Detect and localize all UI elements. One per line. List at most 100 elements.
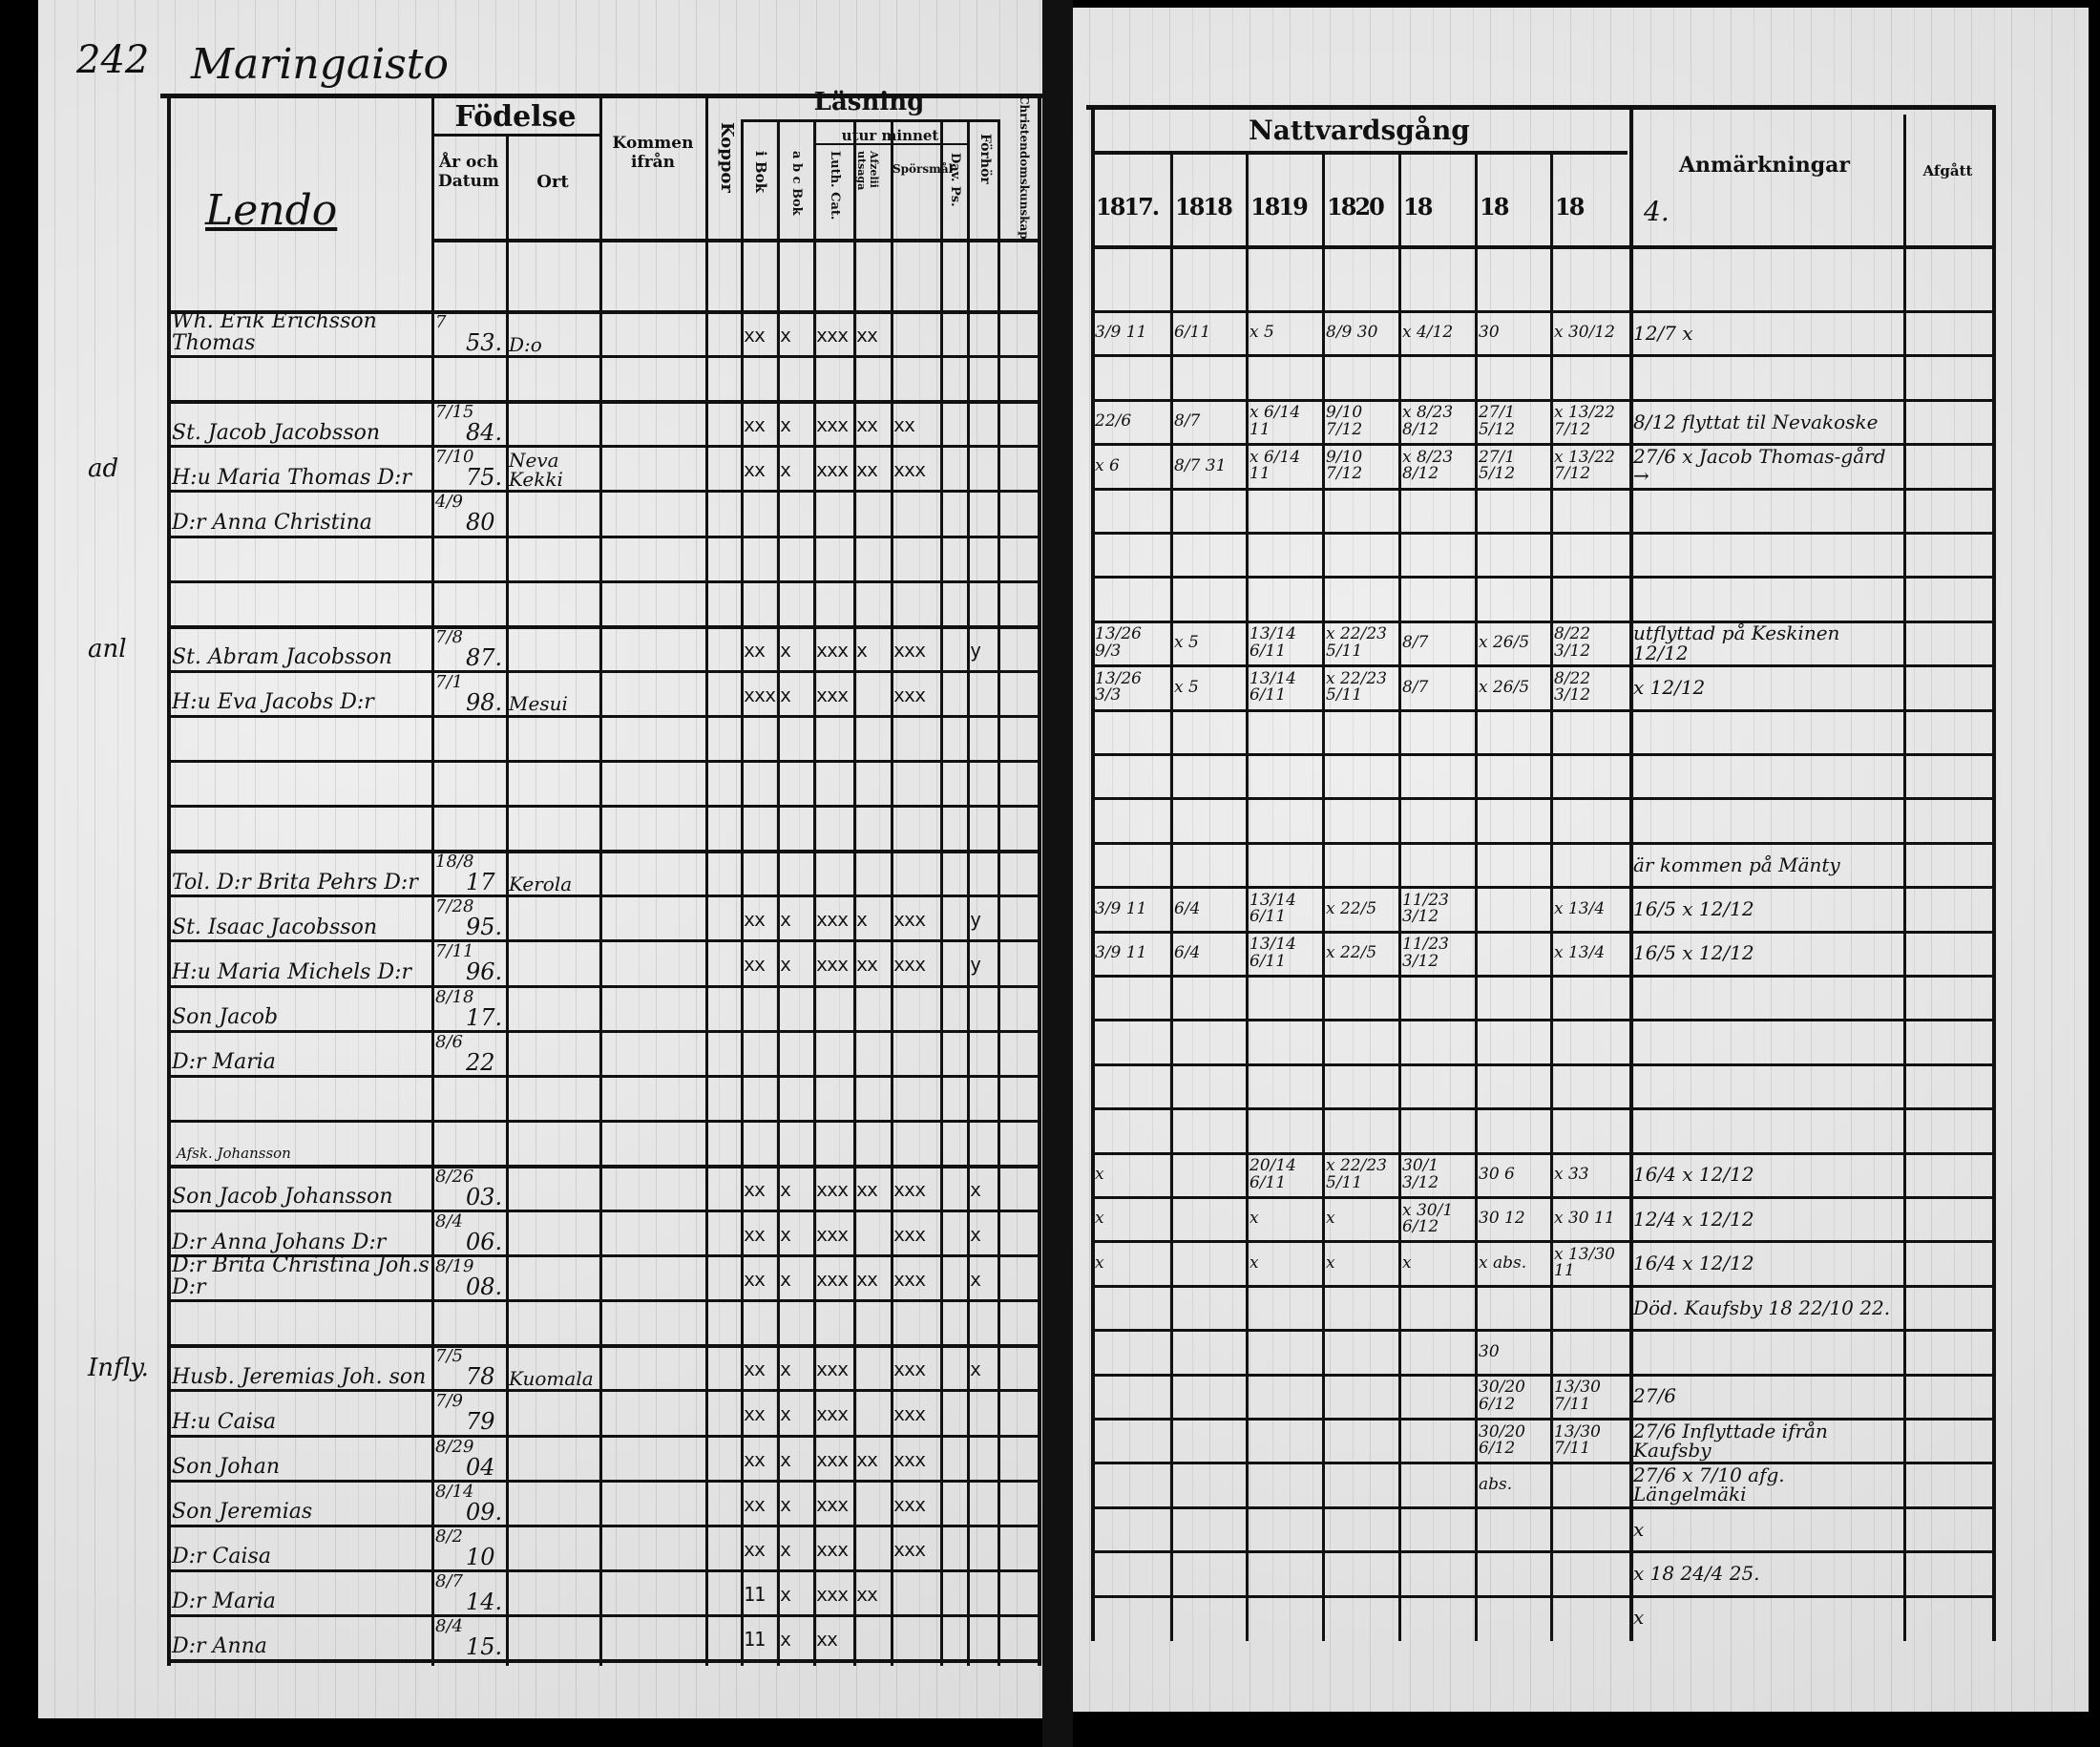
row-line	[1091, 487, 1992, 491]
communion-entry: 3/9 11	[1095, 898, 1147, 918]
reading-mark: xx	[744, 908, 766, 932]
person-name: Husb. Jeremias Joh. son	[172, 1364, 427, 1389]
column-line	[998, 119, 1000, 1666]
birth-year: 15.	[466, 1632, 503, 1660]
person-name: Tol. D:r Brita Pehrs D:r	[172, 870, 418, 895]
birth-date: 4/9	[435, 492, 463, 513]
remark-entry: x	[1633, 1606, 1645, 1630]
communion-entry: 30/20 6/12	[1479, 1378, 1525, 1414]
header-kunskap: Christendomskunskap	[1018, 95, 1031, 240]
page-number: 242	[76, 38, 150, 82]
communion-entry: 8/9 30	[1326, 323, 1378, 343]
person-name: D:r Anna Johans D:r	[172, 1230, 387, 1254]
communion-entry: 6/4	[1174, 898, 1201, 918]
reading-mark: xxx	[893, 683, 926, 706]
birth-place: D:o	[509, 332, 542, 356]
reading-mark: x	[780, 953, 791, 977]
book-gutter	[1042, 0, 1073, 1747]
remark-entry: är kommen på Mänty	[1633, 852, 1840, 876]
reading-mark: xx	[744, 1402, 766, 1426]
reading-mark: xx	[744, 1537, 766, 1561]
person-name: St. Abram Jacobsson	[172, 645, 392, 670]
row-line	[1091, 841, 1992, 845]
row-line	[1091, 1019, 1992, 1022]
communion-entry: 11/23 3/12	[1402, 890, 1449, 927]
birth-year: 03.	[466, 1183, 503, 1210]
communion-entry: 13/30 7/11	[1554, 1421, 1601, 1458]
communion-entry: x 30 11	[1554, 1209, 1615, 1229]
row-line	[167, 1254, 1038, 1258]
communion-entry: 22/6	[1095, 411, 1132, 431]
row-line	[167, 1074, 1038, 1078]
birth-date: 18/8	[435, 852, 474, 873]
row-line	[167, 1119, 1038, 1123]
row-line	[167, 1299, 1038, 1303]
fodelse-rule	[431, 134, 599, 137]
utur-minnet-rule	[813, 143, 967, 145]
communion-entry: x 5	[1174, 677, 1199, 697]
birth-year: 08.	[466, 1273, 503, 1301]
birth-date: 8/29	[435, 1436, 474, 1457]
reading-mark: xxx	[816, 953, 849, 977]
reading-mark: xx	[744, 324, 766, 347]
reading-mark: xxx	[893, 1177, 926, 1201]
reading-mark: x	[780, 1358, 791, 1381]
column-line	[1475, 151, 1478, 1641]
birth-date: 7/10	[435, 447, 474, 468]
header-forhor: Förhör	[977, 134, 993, 184]
reading-mark: xxx	[893, 1402, 926, 1426]
communion-entry: 8/7	[1174, 411, 1201, 431]
header-dav-ps: Dav. Ps.	[948, 153, 962, 207]
header-lasning: Läsning	[813, 88, 925, 116]
row-line	[1091, 1151, 1992, 1155]
birth-place: Kuomala	[509, 1366, 594, 1390]
person-name: D:r Maria	[172, 1589, 276, 1614]
communion-entry: 6/11	[1174, 323, 1211, 343]
birth-date: 8/18	[435, 986, 474, 1007]
communion-entry: x 6/14 11	[1250, 447, 1301, 484]
row-line	[1091, 1594, 1992, 1598]
communion-entry: x 22/23 5/11	[1326, 668, 1387, 705]
communion-entry: abs.	[1479, 1474, 1513, 1494]
communion-entry: 9/10 7/12	[1326, 447, 1363, 484]
row-line	[167, 984, 1038, 988]
remark-entry: 12/4 x 12/12	[1633, 1207, 1754, 1231]
birth-date: 7/8	[435, 626, 463, 647]
birth-year: 06.	[466, 1229, 503, 1255]
communion-entry: x 8/23 8/12	[1402, 447, 1454, 484]
reading-mark: x	[970, 1223, 981, 1246]
communion-entry: 30	[1479, 323, 1500, 343]
column-line	[599, 94, 602, 1666]
reading-mark: x	[970, 1268, 981, 1292]
communion-entry: 8/7	[1402, 633, 1429, 653]
header-anmarkningar: Anmärkningar	[1678, 153, 1850, 178]
communion-entry: x 5	[1250, 323, 1274, 343]
birth-year: 17.	[466, 1003, 503, 1031]
reading-mark: xx	[856, 324, 878, 347]
birth-date: 8/14	[435, 1481, 474, 1502]
communion-entry: x 6	[1095, 455, 1120, 475]
communion-entry: 8/22 3/12	[1554, 668, 1591, 705]
top-rule	[1086, 105, 1993, 110]
reading-mark: xxx	[893, 908, 926, 932]
row-line	[167, 310, 1038, 314]
remark-entry: Död. Kaufsby 18 22/10 22.	[1633, 1295, 1891, 1319]
birth-year: 53.	[466, 329, 503, 356]
reading-mark: x	[780, 1492, 791, 1516]
reading-mark: xxx	[893, 1223, 926, 1246]
reading-mark: xxx	[893, 1358, 926, 1381]
communion-entry: x 13/30 11	[1554, 1245, 1615, 1281]
reading-mark: xx	[856, 1268, 878, 1292]
row-line	[1091, 1063, 1992, 1066]
reading-mark: xxx	[893, 1447, 926, 1471]
reading-mark: xxx	[744, 683, 776, 706]
communion-entry: x	[1250, 1252, 1259, 1273]
communion-entry: 8/22 3/12	[1554, 624, 1591, 661]
communion-entry: 13/30 7/11	[1554, 1378, 1601, 1414]
person-name: D:r Anna Christina	[172, 510, 372, 535]
column-line	[705, 94, 708, 1666]
birth-date: 8/6	[435, 1031, 463, 1052]
birth-date: 8/4	[435, 1211, 463, 1231]
header-fodelse: Födelse	[454, 100, 577, 134]
row-line	[1091, 753, 1992, 756]
